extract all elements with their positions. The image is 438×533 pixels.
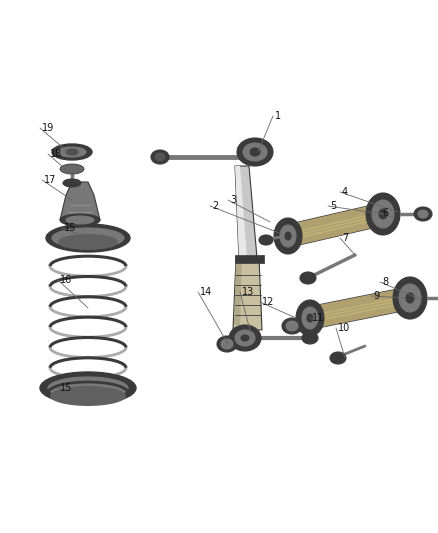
Ellipse shape — [379, 209, 387, 219]
Ellipse shape — [259, 235, 273, 245]
Ellipse shape — [406, 293, 414, 303]
Ellipse shape — [414, 207, 432, 221]
Ellipse shape — [237, 138, 273, 166]
Ellipse shape — [221, 339, 233, 349]
Ellipse shape — [241, 335, 249, 341]
Ellipse shape — [372, 200, 394, 228]
Ellipse shape — [151, 150, 169, 164]
Text: 10: 10 — [338, 323, 350, 333]
Ellipse shape — [250, 148, 260, 156]
Text: 3: 3 — [230, 195, 236, 205]
Text: 1: 1 — [275, 111, 281, 121]
Ellipse shape — [282, 318, 302, 334]
Ellipse shape — [63, 179, 81, 187]
Ellipse shape — [393, 277, 427, 319]
Ellipse shape — [307, 314, 313, 322]
Text: 13: 13 — [242, 287, 254, 297]
Text: 5: 5 — [330, 201, 336, 211]
Polygon shape — [233, 258, 262, 330]
Text: 11: 11 — [312, 313, 324, 323]
Ellipse shape — [52, 144, 92, 160]
Ellipse shape — [46, 224, 130, 252]
Text: 6: 6 — [382, 208, 388, 218]
Ellipse shape — [66, 216, 94, 224]
Ellipse shape — [229, 325, 261, 351]
Ellipse shape — [243, 143, 267, 161]
Polygon shape — [60, 182, 100, 220]
Ellipse shape — [52, 228, 124, 248]
Bar — [235, 255, 264, 263]
Polygon shape — [235, 166, 247, 258]
Ellipse shape — [274, 218, 302, 254]
Text: 15: 15 — [60, 383, 72, 393]
Ellipse shape — [302, 332, 318, 344]
Ellipse shape — [60, 214, 100, 226]
Ellipse shape — [58, 234, 118, 250]
Ellipse shape — [296, 300, 324, 336]
Text: 14: 14 — [200, 287, 212, 297]
Text: 17: 17 — [44, 175, 57, 185]
Ellipse shape — [235, 330, 255, 346]
Ellipse shape — [58, 147, 86, 157]
Text: 16: 16 — [60, 275, 72, 285]
Ellipse shape — [280, 225, 296, 247]
Polygon shape — [234, 258, 242, 325]
Text: 4: 4 — [342, 187, 348, 197]
Ellipse shape — [40, 372, 136, 404]
Ellipse shape — [285, 232, 291, 240]
Text: 9: 9 — [373, 291, 379, 301]
Text: 15: 15 — [64, 223, 76, 233]
Ellipse shape — [286, 321, 298, 331]
Text: 12: 12 — [262, 297, 274, 307]
Ellipse shape — [302, 307, 318, 329]
Text: 19: 19 — [42, 123, 54, 133]
Ellipse shape — [217, 336, 237, 352]
Ellipse shape — [300, 272, 316, 284]
Ellipse shape — [66, 149, 78, 155]
Ellipse shape — [60, 164, 84, 174]
Ellipse shape — [399, 284, 421, 312]
Text: 8: 8 — [382, 277, 388, 287]
Ellipse shape — [330, 352, 346, 364]
Ellipse shape — [155, 153, 165, 161]
Ellipse shape — [48, 377, 128, 399]
Text: 2: 2 — [212, 201, 218, 211]
Ellipse shape — [366, 193, 400, 235]
Polygon shape — [235, 166, 257, 258]
Text: 18: 18 — [50, 149, 62, 159]
Ellipse shape — [418, 210, 428, 218]
Text: 7: 7 — [342, 233, 348, 243]
Ellipse shape — [50, 386, 126, 406]
